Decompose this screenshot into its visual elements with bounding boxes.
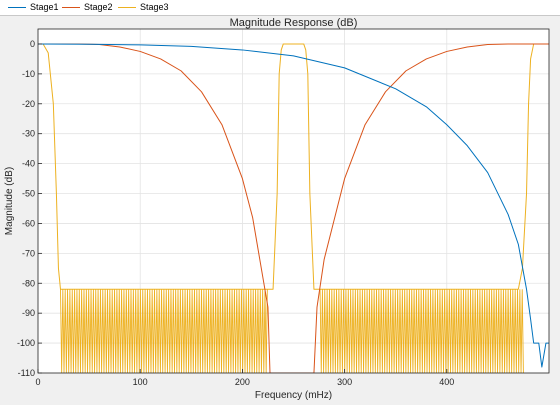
series-line-stage3: [38, 43, 549, 290]
y-tick-label: -50: [22, 189, 35, 199]
legend-swatch-stage3: [118, 7, 136, 8]
y-tick-label: -60: [22, 218, 35, 228]
y-tick-label: -30: [22, 129, 35, 139]
series-line-stage1: [38, 43, 549, 368]
grid-lines: [37, 29, 549, 374]
legend-item-stage2[interactable]: Stage2: [62, 0, 113, 15]
x-tick-label: 100: [133, 377, 148, 387]
series-layer: [38, 43, 549, 373]
legend-swatch-stage2: [62, 7, 80, 8]
legend-item-stage3[interactable]: Stage3: [118, 0, 169, 15]
legend-item-stage1[interactable]: Stage1: [8, 0, 59, 15]
y-axis-label: Magnitude (dB): [4, 167, 15, 235]
chart-title: Magnitude Response (dB): [230, 17, 358, 29]
x-axis-label: Frequency (mHz): [255, 390, 332, 401]
legend-swatch-stage1: [8, 7, 26, 8]
y-tick-label: -40: [22, 159, 35, 169]
y-tick-label: -110: [18, 368, 35, 378]
x-tick-label: 0: [35, 377, 40, 387]
stage3-stopband-ripple: [319, 289, 524, 373]
axis-ticks: 0 100 200 300 400 0 -10 -20 -30 -40 -50 -60 -70 -80 -9…: [17, 39, 454, 387]
y-tick-label: -70: [22, 248, 35, 258]
plot-frame: [37, 28, 550, 374]
y-tick-label: 0: [30, 39, 35, 49]
legend-label-stage1: Stage1: [30, 2, 59, 12]
x-tick-label: 300: [337, 377, 352, 387]
y-tick-label: -100: [17, 338, 35, 348]
y-tick-label: -80: [22, 278, 35, 288]
series-line-stage2: [38, 43, 549, 373]
legend-bar: Stage1 Stage2 Stage3: [0, 0, 560, 16]
legend-label-stage3: Stage3: [140, 2, 169, 12]
y-tick-label: -20: [22, 99, 35, 109]
x-tick-label: 200: [235, 377, 250, 387]
magnitude-response-chart: 0 100 200 300 400 0 -10 -20 -30 -40 -50 -60 -70 -80 -9…: [4, 17, 550, 401]
legend-label-stage2: Stage2: [84, 2, 113, 12]
x-tick-label: 400: [439, 377, 454, 387]
y-tick-label: -90: [22, 308, 35, 318]
y-tick-label: -10: [22, 69, 35, 79]
